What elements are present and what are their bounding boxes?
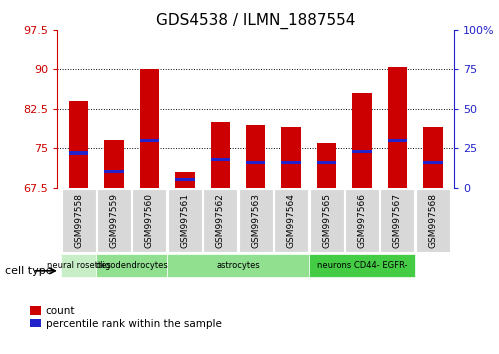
Bar <box>281 161 301 164</box>
Bar <box>104 170 124 173</box>
Text: oligodendrocytes: oligodendrocytes <box>95 261 168 270</box>
Bar <box>309 254 415 277</box>
Bar <box>423 161 443 164</box>
Bar <box>345 189 379 252</box>
Bar <box>211 122 230 188</box>
Bar <box>352 93 372 188</box>
Bar <box>246 161 265 164</box>
Bar <box>423 127 443 188</box>
Bar <box>140 139 159 142</box>
Text: GSM997567: GSM997567 <box>393 193 402 248</box>
Bar <box>97 189 131 252</box>
Text: GSM997566: GSM997566 <box>357 193 366 248</box>
Bar <box>388 139 407 142</box>
Bar <box>69 152 88 155</box>
Bar <box>274 189 308 252</box>
Bar <box>61 254 96 277</box>
Bar <box>168 189 202 252</box>
Bar <box>132 189 167 252</box>
Bar <box>281 127 301 188</box>
Bar <box>211 158 230 161</box>
Bar <box>96 254 167 277</box>
Text: GSM997558: GSM997558 <box>74 193 83 248</box>
Bar <box>140 69 159 188</box>
Bar <box>175 172 195 188</box>
Text: GSM997568: GSM997568 <box>428 193 437 248</box>
Bar <box>352 150 372 153</box>
Title: GDS4538 / ILMN_1887554: GDS4538 / ILMN_1887554 <box>156 12 355 29</box>
Bar <box>104 140 124 188</box>
Text: GSM997564: GSM997564 <box>286 193 296 248</box>
Bar <box>167 254 309 277</box>
Text: GSM997559: GSM997559 <box>110 193 119 248</box>
Bar <box>416 189 450 252</box>
Text: GSM997560: GSM997560 <box>145 193 154 248</box>
Text: astrocytes: astrocytes <box>216 261 260 270</box>
Bar <box>239 189 273 252</box>
Text: neurons CD44- EGFR-: neurons CD44- EGFR- <box>317 261 407 270</box>
Bar <box>175 178 195 181</box>
Bar <box>388 67 407 188</box>
Text: GSM997562: GSM997562 <box>216 193 225 248</box>
Bar <box>69 101 88 188</box>
Text: GSM997563: GSM997563 <box>251 193 260 248</box>
Bar <box>309 189 344 252</box>
Bar <box>62 189 96 252</box>
Bar <box>317 161 336 164</box>
Bar <box>317 143 336 188</box>
Bar <box>246 125 265 188</box>
Text: GSM997565: GSM997565 <box>322 193 331 248</box>
Bar <box>203 189 238 252</box>
Text: cell type: cell type <box>5 266 52 276</box>
Bar <box>380 189 415 252</box>
Legend: count, percentile rank within the sample: count, percentile rank within the sample <box>30 306 222 329</box>
Text: neural rosettes: neural rosettes <box>47 261 111 270</box>
Text: GSM997561: GSM997561 <box>181 193 190 248</box>
